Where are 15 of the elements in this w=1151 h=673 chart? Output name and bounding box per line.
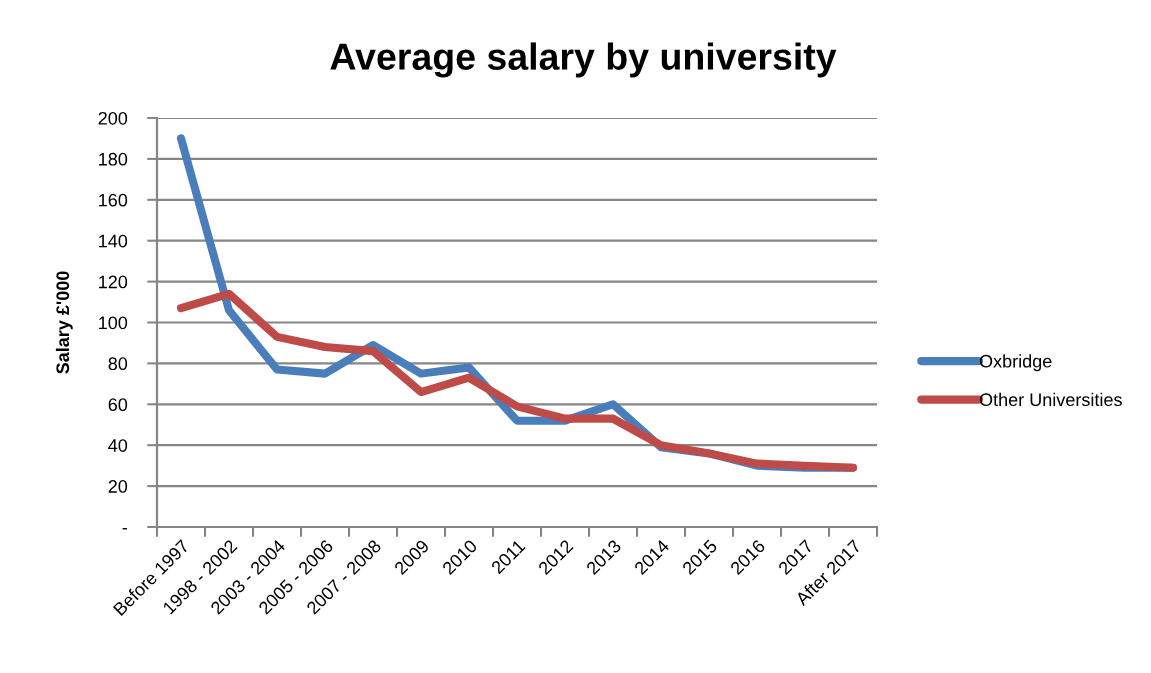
y-tick-label: 80	[108, 357, 128, 371]
y-tick-label: 60	[108, 398, 128, 412]
chart-title: Average salary by university	[330, 42, 837, 78]
legend-label: Other Universities	[979, 392, 1122, 407]
y-tick-label: 20	[108, 480, 128, 493]
y-tick-label: 200	[98, 111, 128, 125]
y-axis-title: Salary £'000	[55, 271, 73, 374]
y-tick-label: 140	[99, 234, 128, 248]
y-tick-label: 100	[99, 316, 128, 330]
y-tick-label: 120	[99, 275, 128, 289]
legend-label: Oxbridge	[979, 354, 1052, 372]
y-tick-label: 160	[99, 193, 128, 207]
y-tick-label: 180	[99, 152, 128, 166]
y-tick-label: -	[122, 528, 128, 530]
y-tick-label: 40	[108, 439, 128, 452]
